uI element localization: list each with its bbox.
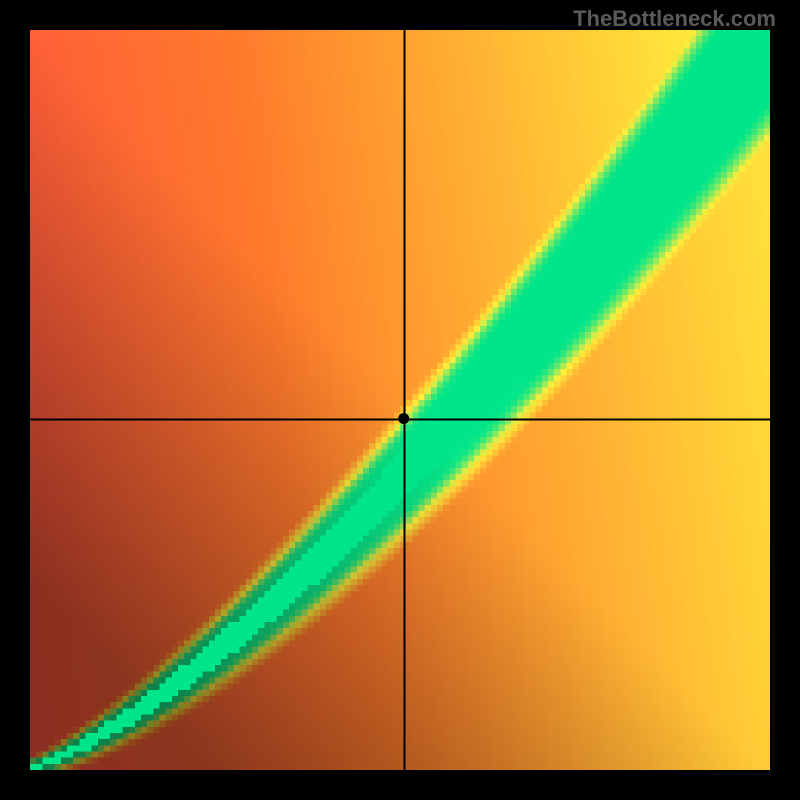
chart-container: TheBottleneck.com — [0, 0, 800, 800]
watermark-text: TheBottleneck.com — [573, 6, 776, 32]
crosshair-overlay — [30, 30, 770, 770]
